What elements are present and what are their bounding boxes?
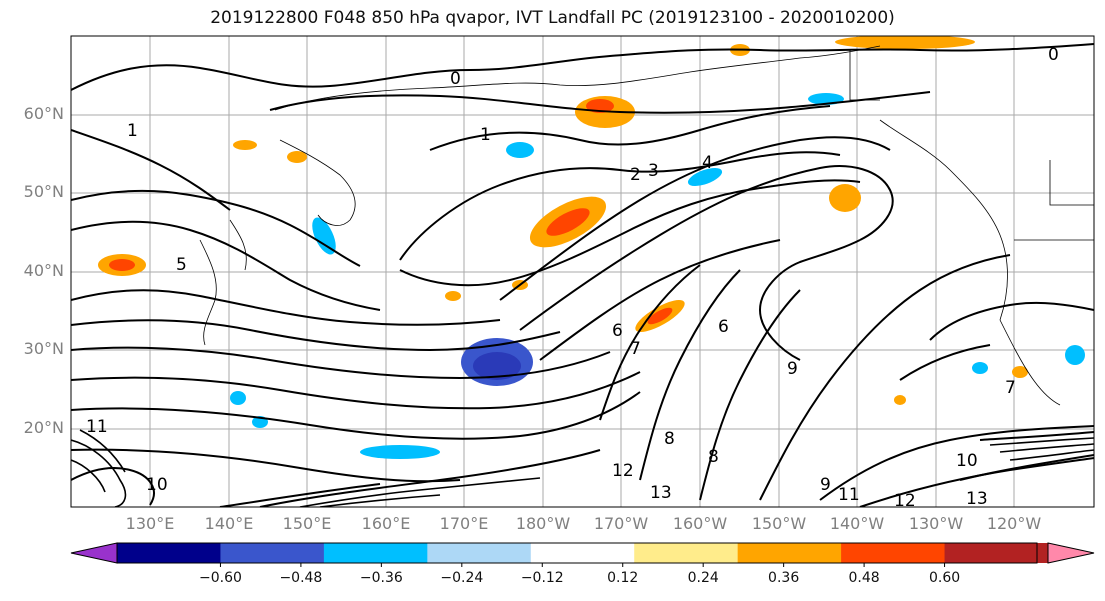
contour-label: 11 — [838, 485, 860, 505]
contour-label: 6 — [718, 317, 729, 337]
colorbar-segment — [944, 543, 1049, 563]
anomaly-shading — [98, 36, 1085, 459]
colorbar-segment — [117, 543, 221, 563]
coastlines — [199, 45, 1094, 406]
figure-title: 2019122800 F048 850 hPa qvapor, IVT Land… — [210, 8, 895, 28]
contour-label: 10 — [146, 475, 168, 495]
lat-label: 60°N — [23, 104, 64, 123]
colorbar-tick-label: −0.24 — [440, 570, 484, 586]
colorbar-segment — [323, 543, 428, 563]
colorbar-segment — [427, 543, 532, 563]
contour-label: 5 — [176, 255, 187, 275]
lon-label: 150°E — [282, 514, 332, 533]
contour-label: 9 — [787, 359, 798, 379]
contour-label: 1 — [127, 121, 138, 141]
graticule — [71, 36, 1094, 507]
lon-label: 140°E — [204, 514, 254, 533]
colorbar-extend-high — [1047, 542, 1095, 564]
contour-label: 0 — [450, 69, 461, 89]
colorbar-segment — [220, 543, 325, 563]
lon-label: 160°W — [672, 514, 728, 533]
colorbar-segment — [530, 543, 635, 563]
contour-label: 9 — [820, 475, 831, 495]
colorbar-segments — [70, 542, 1095, 567]
colorbar-segment — [634, 543, 739, 563]
lat-label: 30°N — [23, 339, 64, 358]
contour-label: 1 — [480, 125, 491, 145]
lon-label: 170°E — [439, 514, 489, 533]
lon-label: 140°W — [829, 514, 885, 533]
lon-label: 130°E — [125, 514, 175, 533]
lon-label: 150°W — [751, 514, 807, 533]
lat-label: 40°N — [23, 261, 64, 280]
colorbar-tick-label: 0.48 — [848, 570, 880, 586]
colorbar-tick-label: 0.36 — [768, 570, 800, 586]
colorbar-tick-label: −0.60 — [198, 570, 242, 586]
colorbar-tick-label: 0.24 — [687, 570, 719, 586]
colorbar-tick-label: 0.60 — [928, 570, 961, 586]
lon-label: 170°W — [593, 514, 649, 533]
lon-label: 130°W — [908, 514, 964, 533]
colorbar-tick-label: −0.48 — [279, 570, 323, 586]
lon-label: 180°W — [515, 514, 571, 533]
lat-label: 50°N — [23, 182, 64, 201]
contour-lines — [71, 43, 1094, 507]
colorbar-tick-label: −0.36 — [359, 570, 403, 586]
contour-label: 0 — [1048, 45, 1059, 65]
contour-label: 8 — [708, 447, 719, 467]
contour-label: 2 — [630, 165, 641, 185]
contour-label: 7 — [1005, 378, 1016, 398]
colorbar — [70, 542, 1095, 567]
contour-label: 12 — [612, 461, 634, 481]
lat-label: 20°N — [23, 418, 64, 437]
contour-label: 3 — [648, 161, 659, 181]
contour-label: 12 — [894, 491, 916, 511]
map-frame — [70, 35, 1095, 508]
contour-label-group: 0 0 1 1 2 3 4 5 6 6 7 7 8 8 9 9 10 10 11… — [86, 45, 1059, 511]
lon-label: 120°W — [986, 514, 1042, 533]
contour-label: 7 — [630, 339, 641, 359]
colorbar-tick-label: −0.12 — [520, 570, 564, 586]
colorbar-extend-low — [70, 542, 118, 564]
contour-label: 13 — [650, 483, 672, 503]
contour-label: 11 — [86, 417, 108, 437]
colorbar-segment — [841, 543, 946, 563]
dense-contours — [71, 429, 1094, 507]
contour-label: 6 — [612, 321, 623, 341]
colorbar-segment — [737, 543, 842, 563]
lon-label: 160°E — [361, 514, 411, 533]
contour-label: 10 — [956, 451, 978, 471]
colorbar-tick-label: 0.12 — [607, 570, 639, 586]
contour-label: 8 — [664, 429, 675, 449]
contour-label: 4 — [702, 153, 713, 173]
contour-label: 13 — [966, 489, 988, 509]
